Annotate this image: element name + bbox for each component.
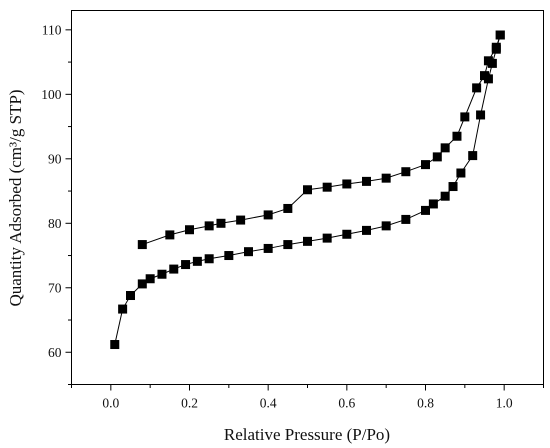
data-point (381, 221, 391, 231)
data-point (362, 176, 371, 186)
y-tick-label: 80 (48, 216, 62, 231)
data-point (110, 340, 120, 350)
data-point (495, 30, 505, 40)
data-point (204, 221, 214, 231)
data-point (192, 256, 202, 266)
data-point (185, 225, 194, 235)
data-point (342, 179, 352, 189)
data-point (126, 291, 135, 301)
series-line-2 (142, 34, 501, 246)
y-tick-label: 100 (41, 87, 62, 102)
y-tick-label: 110 (42, 22, 62, 37)
data-point (401, 214, 411, 224)
data-point (456, 168, 466, 178)
y-tick-label: 70 (48, 280, 62, 295)
y-axis-label: Quantity Adsorbed (cm³/g STP) (6, 89, 25, 306)
data-point (204, 254, 214, 264)
data-point (137, 240, 147, 250)
y-axis: 60 70 80 90 100 110 (41, 22, 72, 385)
data-point (137, 279, 147, 289)
data-point (460, 112, 470, 122)
data-point (283, 240, 293, 250)
data-point (362, 225, 371, 235)
x-axis: 0.0 0.2 0.4 0.6 0.8 1.0 (71, 384, 544, 411)
data-point (236, 215, 246, 225)
x-tick-label: 0.2 (181, 396, 198, 411)
data-point (224, 251, 234, 261)
data-point (428, 199, 438, 209)
x-tick-label: 0.0 (102, 396, 119, 411)
data-point (145, 274, 155, 284)
data-series (110, 30, 505, 350)
x-tick-label: 0.8 (417, 396, 434, 411)
data-point (491, 42, 501, 52)
data-point (263, 210, 273, 220)
data-point (401, 167, 411, 177)
data-point (216, 218, 226, 228)
data-point (476, 110, 486, 120)
data-point (342, 229, 352, 239)
x-axis-label: Relative Pressure (P/Po) (224, 425, 390, 444)
data-point (181, 260, 191, 270)
data-point (303, 185, 312, 195)
data-point (118, 304, 128, 314)
data-point (483, 56, 493, 66)
plot-frame (71, 10, 544, 385)
x-tick-label: 0.6 (338, 396, 355, 411)
data-point (452, 131, 462, 141)
y-tick-label: 60 (48, 345, 62, 360)
data-point (480, 71, 489, 81)
x-tick-label: 0.4 (260, 396, 277, 411)
data-point (244, 247, 253, 257)
data-point (440, 191, 450, 201)
data-point (440, 143, 450, 153)
data-point (169, 264, 179, 274)
data-point (421, 160, 430, 170)
data-point (432, 152, 442, 162)
data-point (303, 236, 312, 246)
data-point (165, 230, 175, 240)
x-tick-label: 1.0 (496, 396, 513, 411)
data-point (472, 83, 482, 93)
data-point (322, 182, 332, 192)
data-point (448, 182, 458, 192)
data-point (283, 203, 293, 213)
data-point (263, 243, 273, 253)
data-point (421, 205, 430, 215)
data-point (381, 173, 391, 183)
data-point (468, 151, 478, 161)
data-point (157, 269, 167, 279)
y-tick-label: 90 (48, 151, 62, 166)
data-point (322, 233, 332, 243)
